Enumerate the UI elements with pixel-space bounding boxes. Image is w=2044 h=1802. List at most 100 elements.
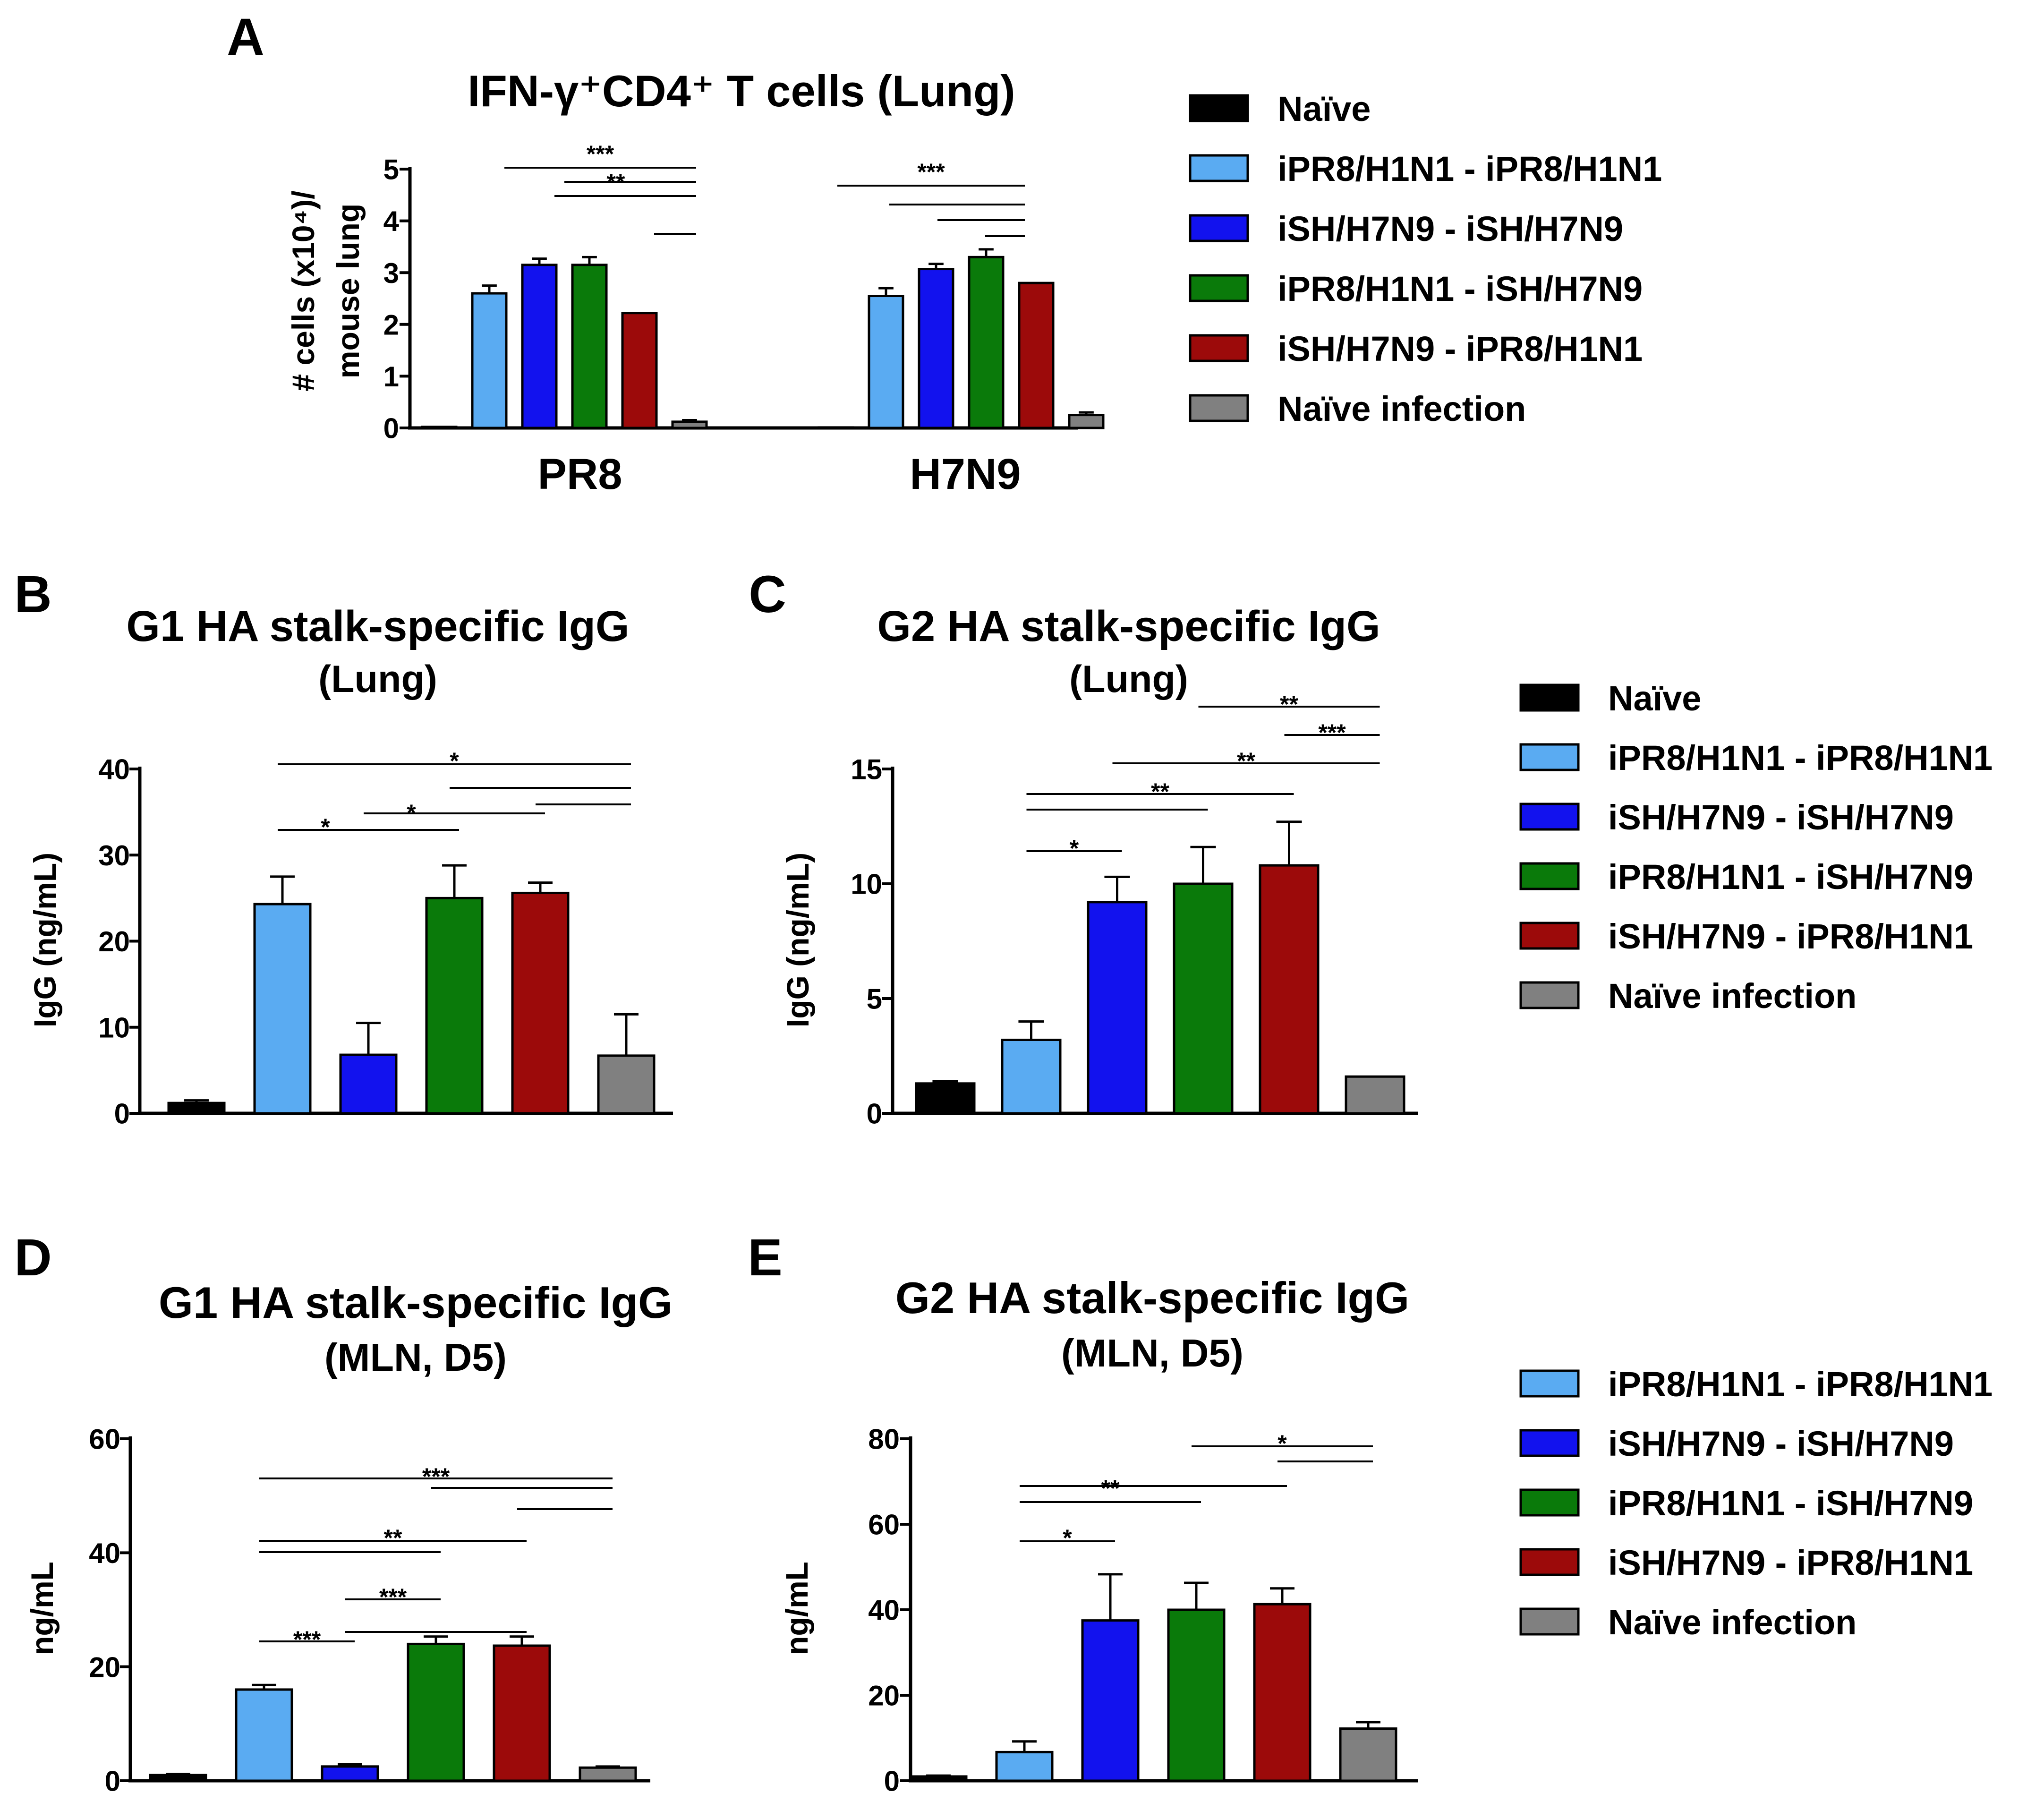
y-tick-label: 5 xyxy=(867,983,882,1015)
bar xyxy=(407,1642,465,1782)
chart-title: G2 HA stalk-specific IgG xyxy=(895,1273,1409,1323)
bar xyxy=(579,1766,637,1782)
bar xyxy=(253,903,312,1115)
legend-swatch xyxy=(1189,274,1249,302)
significance-label: * xyxy=(321,814,330,840)
bar xyxy=(968,256,1005,429)
chart-title: G1 HA stalk-specific IgG xyxy=(126,602,629,650)
bar xyxy=(167,1102,226,1115)
significance-label: * xyxy=(1278,1430,1287,1457)
y-tick-label: 40 xyxy=(98,754,130,786)
legend-swatch xyxy=(1189,94,1249,122)
bar xyxy=(521,264,558,429)
y-axis-label: IgG (ng/mL) xyxy=(780,853,815,1027)
bar xyxy=(915,1082,976,1115)
bar xyxy=(1081,1619,1140,1782)
legend-label: iPR8/H1N1 - iSH/H7N9 xyxy=(1608,1484,1973,1523)
legend-label: iSH/H7N9 - iPR8/H1N1 xyxy=(1608,917,1973,956)
significance-label: *** xyxy=(293,1626,321,1653)
panel-a: A IFN-γ⁺CD4⁺ T cells (Lung) # cells (x10⁴)… xyxy=(227,8,1105,498)
legend-label: iPR8/H1N1 - iPR8/H1N1 xyxy=(1278,149,1662,188)
bar xyxy=(1173,882,1234,1115)
bar xyxy=(321,1765,379,1782)
significance-label: * xyxy=(407,800,416,826)
panel-letter: D xyxy=(14,1229,51,1287)
y-axis-label: # cells (x10⁴)/ xyxy=(286,190,321,391)
panel-letter: B xyxy=(14,565,51,623)
legend-swatch xyxy=(1519,1607,1580,1636)
panel-e: E G2 HA stalk-specific IgG (MLN, D5) ng/mL 0… xyxy=(748,1229,1418,1797)
legend-label: iPR8/H1N1 - iPR8/H1N1 xyxy=(1608,1365,1993,1404)
bar xyxy=(1068,414,1105,429)
chart-title: G1 HA stalk-specific IgG xyxy=(159,1278,673,1327)
significance-label: ** xyxy=(607,169,625,196)
y-axis-label: ng/mL xyxy=(779,1562,814,1655)
y-tick-label: 5 xyxy=(383,154,399,186)
y-tick-label: 20 xyxy=(868,1680,900,1712)
legend-label: Naïve infection xyxy=(1278,389,1526,428)
bar xyxy=(621,312,658,429)
legend-label: iPR8/H1N1 - iSH/H7N9 xyxy=(1278,269,1643,308)
legend-swatch xyxy=(1519,862,1580,890)
bar xyxy=(995,1751,1054,1782)
bar xyxy=(149,1774,207,1782)
legend-swatch xyxy=(1519,803,1580,831)
legend-label: iSH/H7N9 - iPR8/H1N1 xyxy=(1608,1543,1973,1582)
significance-label: *** xyxy=(422,1463,450,1490)
legend-swatch xyxy=(1519,1369,1580,1398)
y-tick-label: 3 xyxy=(383,257,399,289)
bar xyxy=(1087,901,1148,1115)
legend-label: Naïve infection xyxy=(1608,976,1857,1016)
y-tick-label: 0 xyxy=(105,1766,120,1797)
chart-title: G2 HA stalk-specific IgG xyxy=(877,602,1380,650)
bar xyxy=(235,1688,293,1782)
significance-label: ** xyxy=(1101,1475,1120,1502)
y-tick-label: 0 xyxy=(884,1766,900,1797)
chart-subtitle: (Lung) xyxy=(1069,658,1188,700)
legend-label: Naïve xyxy=(1278,89,1371,128)
y-axis-label: mouse lung xyxy=(331,204,366,378)
y-tick-label: 40 xyxy=(868,1595,900,1626)
bar xyxy=(1339,1727,1397,1782)
y-tick-label: 20 xyxy=(98,926,130,957)
legend-swatch xyxy=(1519,922,1580,950)
y-tick-label: 4 xyxy=(383,205,400,237)
x-category-label: PR8 xyxy=(538,450,622,498)
legend-label: iSH/H7N9 - iSH/H7N9 xyxy=(1278,209,1623,248)
bar xyxy=(511,891,570,1115)
bar xyxy=(818,426,854,430)
legend-swatch xyxy=(1519,1488,1580,1517)
legend-label: iPR8/H1N1 - iSH/H7N9 xyxy=(1608,857,1973,897)
significance-label: ** xyxy=(1237,748,1255,774)
panel-b: B G1 HA stalk-specific IgG (Lung) IgG (ng/m… xyxy=(14,565,673,1130)
legend-label: iSH/H7N9 - iSH/H7N9 xyxy=(1608,798,1954,837)
panel-d: D G1 HA stalk-specific IgG (MLN, D5) ng/mL 0… xyxy=(14,1229,673,1797)
y-tick-label: 15 xyxy=(851,754,882,786)
y-tick-label: 2 xyxy=(383,309,399,341)
y-tick-label: 0 xyxy=(867,1098,882,1130)
legend-swatch xyxy=(1519,981,1580,1009)
significance-label: *** xyxy=(1318,719,1346,746)
panel-letter: E xyxy=(748,1229,782,1287)
significance-label: ** xyxy=(1280,691,1298,717)
chart-subtitle: (MLN, D5) xyxy=(324,1335,507,1379)
significance-label: * xyxy=(1063,1525,1072,1551)
bar xyxy=(909,1775,968,1782)
significance-label: * xyxy=(1070,835,1079,862)
bar xyxy=(1253,1603,1312,1782)
y-axis-label: ng/mL xyxy=(25,1562,60,1655)
y-tick-label: 1 xyxy=(383,361,399,393)
bar xyxy=(868,295,904,429)
y-tick-label: 0 xyxy=(114,1098,130,1130)
y-tick-label: 80 xyxy=(868,1424,900,1455)
bar xyxy=(671,420,708,429)
significance-label: *** xyxy=(587,141,614,167)
legend-swatch xyxy=(1519,1429,1580,1457)
significance-label: ** xyxy=(1151,778,1169,805)
chart-title: IFN-γ⁺CD4⁺ T cells (Lung) xyxy=(468,66,1015,116)
y-tick-label: 40 xyxy=(89,1537,120,1569)
y-tick-label: 20 xyxy=(89,1651,120,1683)
legends: Naïve iPR8/H1N1 - iPR8/H1N1 iSH/H7N9 - iSH… xyxy=(1189,89,1993,1642)
chart-subtitle: (Lung) xyxy=(318,658,437,700)
